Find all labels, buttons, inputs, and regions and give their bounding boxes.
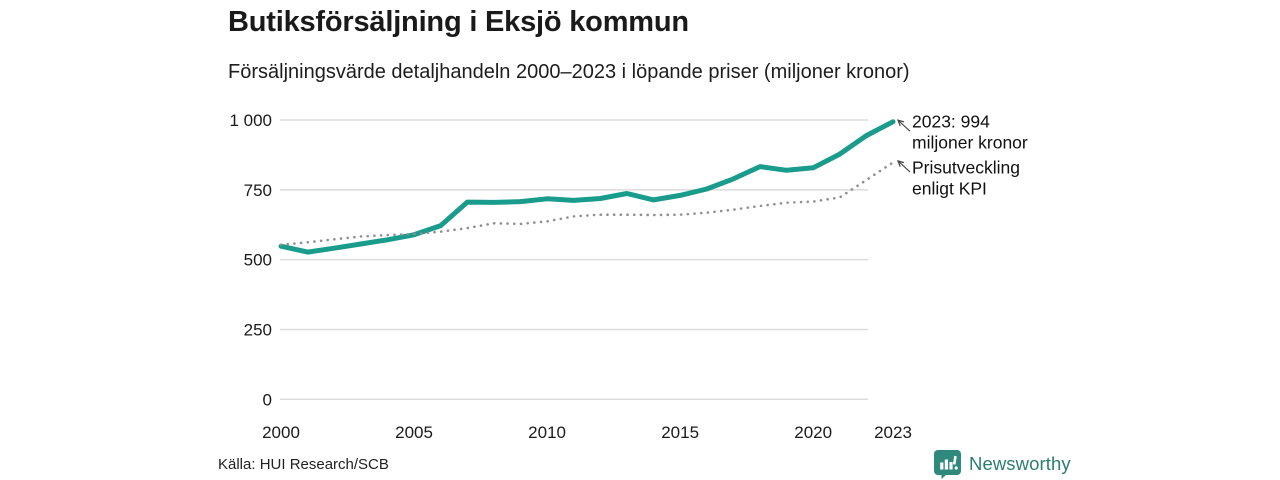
x-tick-label-2020: 2020 — [794, 423, 832, 442]
newsworthy-logo-text: Newsworthy — [969, 453, 1071, 474]
annotation-arrow-1 — [897, 160, 911, 173]
y-tick-label-750: 750 — [244, 181, 272, 200]
y-tick-label-500: 500 — [244, 251, 272, 270]
x-tick-label-2023: 2023 — [874, 423, 912, 442]
sales-line — [278, 119, 896, 255]
y-tick-label-250: 250 — [244, 320, 272, 339]
y-tick-label-1000: 1 000 — [229, 111, 272, 130]
x-tick-label-2005: 2005 — [395, 423, 433, 442]
newsworthy-logo: Newsworthy — [933, 449, 1071, 479]
x-tick-label-2000: 2000 — [262, 423, 300, 442]
x-tick-label-2015: 2015 — [661, 423, 699, 442]
gridlines — [280, 119, 868, 401]
chart-subtitle: Försäljningsvärde detaljhandeln 2000–202… — [228, 61, 910, 83]
newsworthy-logo-icon — [934, 450, 961, 479]
source-note: Källa: HUI Research/SCB — [218, 456, 389, 473]
axis-labels: 0 250 500 750 1 000 2000 2005 2010 2015 2020 2023 — [229, 111, 911, 442]
annotation-label-1: Prisutveckling enligt KPI — [912, 157, 1020, 198]
annotation-label-0: 2023: 994 miljoner kronor — [912, 112, 1028, 153]
kpi-dotted-line — [279, 161, 895, 247]
annotation-arrow-0 — [897, 119, 911, 132]
data-series — [278, 119, 896, 255]
chart-title: Butiksförsäljning i Eksjö kommun — [228, 6, 689, 38]
x-tick-label-2010: 2010 — [528, 423, 566, 442]
y-tick-label-0: 0 — [263, 390, 272, 409]
